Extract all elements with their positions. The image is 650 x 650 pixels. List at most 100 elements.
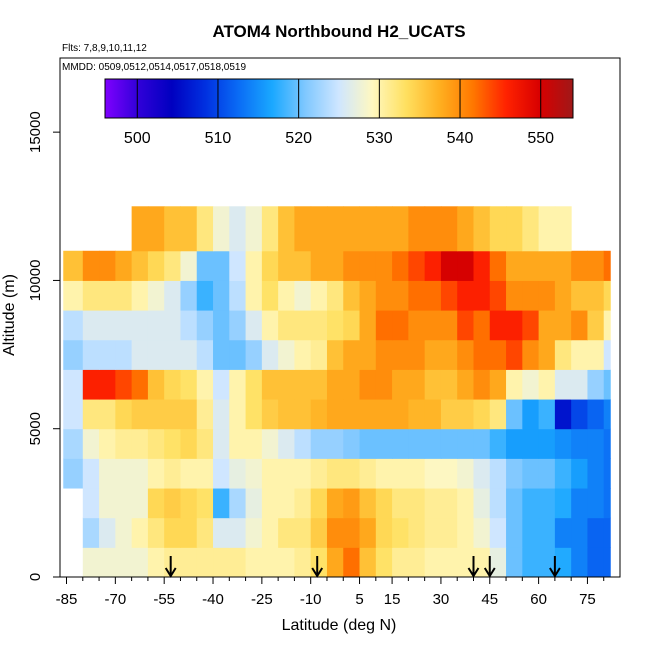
heatmap-cell [571,547,588,578]
heatmap-cell [457,339,474,370]
heatmap-cell [473,399,491,430]
heatmap-cell [180,399,198,430]
heatmap-cell [571,488,588,519]
heatmap-cell [115,488,133,519]
heatmap-cell [473,280,491,311]
heatmap-cell [375,517,393,548]
heatmap-cell [506,517,523,548]
heatmap-cell [147,399,165,430]
y-axis: 0 5000 10000 15000 [27,111,60,581]
heatmap-cell [82,310,100,341]
heatmap-cell [245,250,263,281]
heatmap-cell [424,339,442,370]
heatmap-cell [180,458,198,489]
heatmap-cell [506,280,523,311]
heatmap-cell [278,547,295,578]
heatmap-cell [359,547,377,578]
heatmap-cell [82,428,100,459]
heatmap-cell [245,369,263,400]
heatmap-cell [131,250,149,281]
heatmap-cell [115,458,133,489]
heatmap-cell [603,250,611,281]
heatmap-cell [473,339,491,370]
heatmap-cell [571,310,588,341]
heatmap-cell [294,310,312,341]
heatmap-cell [343,310,361,341]
heatmap-cell [424,517,442,548]
heatmap-cell [554,517,572,548]
heatmap-cell [180,250,198,281]
heatmap-cell [115,250,133,281]
heatmap-cell [440,339,458,370]
heatmap-cell [278,339,295,370]
heatmap-cell [115,547,133,578]
heatmap-cell [603,310,611,341]
heatmap-cell [375,280,393,311]
heatmap-cell [587,250,605,281]
x-tick-label: 15 [384,591,401,608]
heatmap-cell [571,458,588,489]
flight-arrow [467,556,480,578]
heatmap-cell [229,399,247,430]
heatmap-cell [359,369,377,400]
heatmap-cell [440,280,458,311]
heatmap-cell [424,458,442,489]
colorbar-tick-label: 530 [366,130,393,147]
heatmap-cell [278,428,295,459]
heatmap-cell [489,310,507,341]
heatmap-cell [99,517,116,548]
heatmap-cell [440,428,458,459]
heatmap-cell [440,369,458,400]
x-tick-label: -25 [251,591,273,608]
heatmap-cell [375,310,393,341]
heatmap-cell [538,339,556,370]
heatmap-cell [359,517,377,548]
heatmap-cell [392,488,409,519]
heatmap-cell [147,488,165,519]
heatmap-cell [229,206,247,252]
heatmap-cell [457,310,474,341]
heatmap-cell [522,369,540,400]
heatmap-cell [278,517,295,548]
y-tick-label: 5000 [27,412,44,445]
heatmap-cell [554,399,572,430]
flight-arrow [549,556,561,578]
heatmap-cell [99,280,116,311]
x-tick-label: 5 [355,591,363,608]
heatmap-cell [506,339,523,370]
heatmap-cell [213,206,230,252]
heatmap-cell [587,517,605,548]
heatmap-cell [375,339,393,370]
heatmap-cell [99,310,116,341]
heatmap-cell [392,399,409,430]
heatmap-cell [229,547,247,578]
heatmap-cell [408,310,426,341]
heatmap-cell [278,458,295,489]
heatmap-cell [164,310,181,341]
heatmap-cell [538,250,556,281]
heatmap-cell [115,517,133,548]
heatmap-cell [587,458,605,489]
heatmap-cell [99,339,116,370]
flight-arrow [311,556,324,578]
colorbar-tick-label: 500 [124,130,151,147]
heatmap-cell [294,369,312,400]
heatmap-cell [147,517,165,548]
heatmap-cell [131,547,149,578]
colorbar-ticks: 500 510 520 530 540 550 [124,79,554,147]
heatmap-cell [310,250,328,281]
heatmap-cell [473,369,491,400]
heatmap-cell [587,428,605,459]
heatmap-cell [408,206,426,252]
x-tick-label: -55 [153,591,175,608]
heatmap-cell [294,339,312,370]
heatmap-cell [99,250,116,281]
heatmap-cell [82,369,100,400]
heatmap-cell [261,206,279,252]
heatmap-cell [213,250,230,281]
heatmap-cell [489,250,507,281]
heatmap-cell [392,339,409,370]
heatmap-cell [408,399,426,430]
heatmap-cell [554,250,572,281]
heatmap-cell [538,458,556,489]
